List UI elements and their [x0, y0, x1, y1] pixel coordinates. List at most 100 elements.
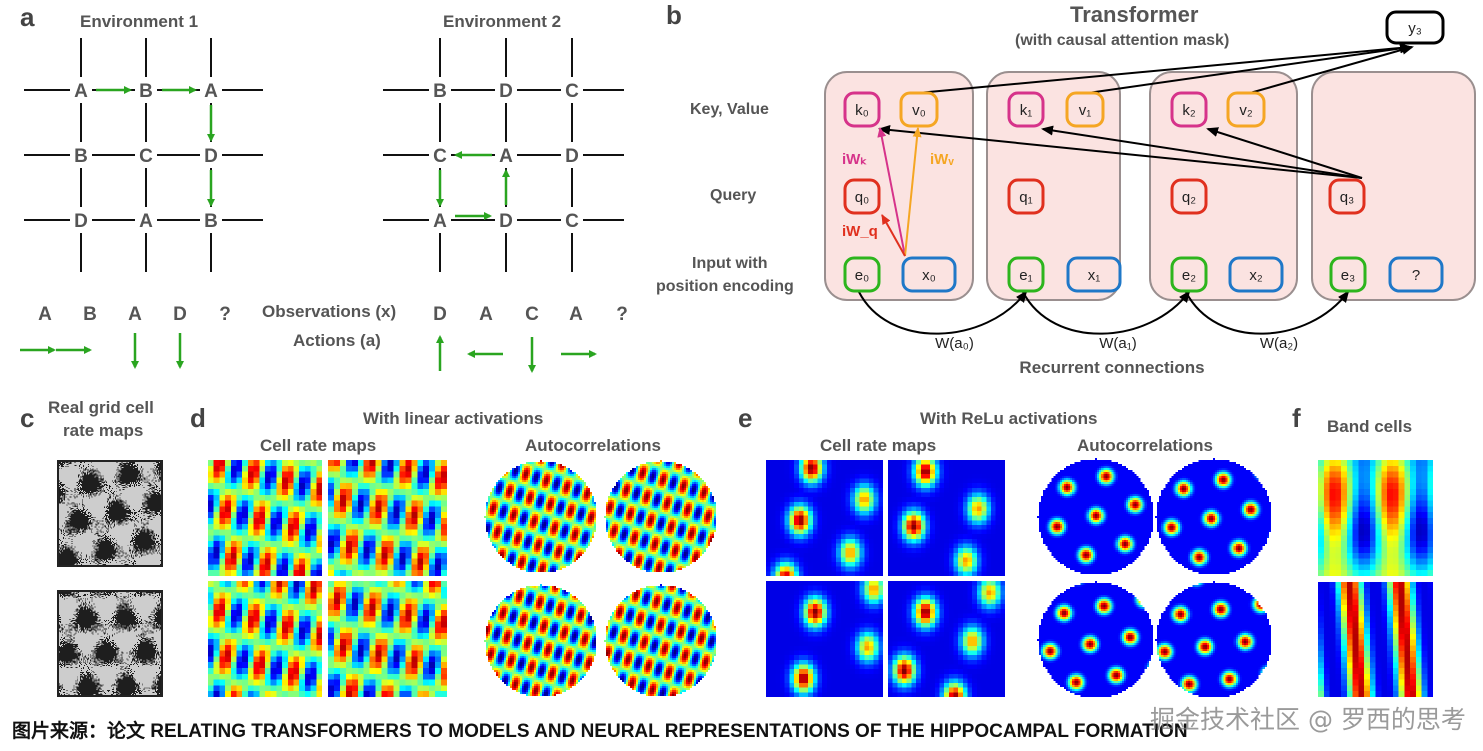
watermark: 掘金技术社区 @ 罗西的思考 [1150, 705, 1466, 734]
encoding-2-label: e₂ [1182, 267, 1196, 284]
input-2-box [1228, 256, 1284, 293]
grid-node-label: C [565, 81, 579, 102]
grid-node-label: C [565, 211, 579, 232]
node-background [495, 207, 517, 233]
encoding-0-box [843, 256, 881, 293]
node-background [70, 77, 92, 103]
grid-node-label: D [565, 146, 579, 167]
recurrent-connections-label: Recurrent connections [1019, 358, 1204, 377]
panel-e-rate-maps-title: Cell rate maps [820, 436, 937, 455]
input-0-label: x₀ [922, 267, 936, 284]
grid-node-label: B [433, 81, 447, 102]
node-background [495, 142, 517, 168]
query-1-box [1007, 178, 1045, 215]
panel-d-autocorr-title: Autocorrelations [525, 436, 662, 455]
recurrent-connection-0 [858, 290, 1028, 335]
attention-arrow-q3-k2 [1206, 127, 1363, 179]
linear-autocorrelation-3 [484, 584, 596, 696]
attention-arrow-q3-k0 [878, 125, 1363, 179]
env2-grid: B D C C A D A D C [383, 38, 624, 272]
projection-arrow-key [877, 127, 906, 257]
node-background [561, 207, 583, 233]
observation-label: A [569, 304, 583, 325]
panel-d-title: With linear activations [363, 409, 544, 428]
recurrent-connection-2 [1185, 290, 1350, 335]
transformer-subtitle: (with causal attention mask) [1015, 32, 1230, 49]
linear-rate-map-2 [328, 460, 447, 576]
observation-label: D [433, 304, 447, 325]
timestep-column-1 [986, 71, 1121, 301]
row-label-position-encoding: position encoding [656, 278, 794, 295]
weight-label-value: iWᵥ [930, 151, 954, 168]
recurrent-connection-1 [1022, 290, 1191, 335]
value-2-box [1226, 91, 1266, 128]
action-sequences: A B A D? D A C A? [20, 304, 628, 373]
row-label-query: Query [710, 187, 757, 204]
output-box [1385, 10, 1445, 45]
observations-label: Observations (x) [262, 302, 397, 321]
projection-arrow-query [881, 214, 906, 257]
value-0-box [899, 91, 939, 128]
node-background [561, 77, 583, 103]
node-background [200, 207, 222, 233]
panel-f-label: f [1292, 403, 1301, 433]
row-label-key-value: Key, Value [690, 101, 769, 118]
panel-d-label: d [190, 403, 206, 433]
key-2-label: k₂ [1182, 102, 1196, 119]
grid-node-label: A [139, 211, 153, 232]
output-label: y₃ [1408, 20, 1422, 37]
panel-d-rate-maps-title: Cell rate maps [260, 436, 377, 455]
observation-label: C [525, 304, 539, 325]
encoding-0-label: e₀ [855, 267, 870, 284]
input-3-box [1388, 256, 1444, 293]
relu-autocorrelation-4 [1155, 581, 1271, 697]
node-background [429, 207, 451, 233]
panel-c-title-1: Real grid cell [48, 398, 154, 417]
input-1-box [1066, 256, 1122, 293]
linear-rate-map-3 [208, 581, 322, 697]
panel-e-autocorr-title: Autocorrelations [1077, 436, 1214, 455]
env1-grid: A B A B C D D A B [24, 38, 263, 272]
transformer-title: Transformer [1070, 2, 1199, 27]
input-3-label: ? [1412, 267, 1420, 284]
query-3-label: q₃ [1340, 189, 1354, 206]
panel-e-label: e [738, 403, 753, 433]
query-0-box [843, 178, 881, 215]
query-2-box [1170, 178, 1208, 215]
relu-rate-map-1 [766, 460, 883, 576]
grid-node-label: B [139, 81, 153, 102]
attention-arrow-q3-k1 [1041, 125, 1363, 179]
observation-label: B [83, 304, 97, 325]
weight-label-key: iWₖ [842, 151, 867, 168]
panel-f-title: Band cells [1327, 417, 1413, 436]
value-1-box [1065, 91, 1105, 128]
value-0-label: v₀ [912, 102, 926, 119]
real-grid-cell-map-1 [57, 460, 163, 567]
timestep-column-3 [1311, 71, 1476, 301]
relu-autocorrelation-1 [1037, 458, 1153, 574]
attention-arrow-v0-y3 [917, 42, 1412, 94]
key-0-box [843, 91, 881, 128]
encoding-1-label: e₁ [1019, 267, 1032, 284]
encoding-1-box [1007, 256, 1045, 293]
recurrent-weight-label: W(a₀) [935, 335, 974, 352]
linear-autocorrelation-4 [604, 584, 716, 696]
transformer-diagram: iWₖ iWᵥ iW_q W(a₀) W(a₁) W(a₂) Recurrent conne… [824, 10, 1476, 377]
grid-node-label: D [204, 146, 218, 167]
encoding-2-box [1170, 256, 1208, 293]
node-background [200, 142, 222, 168]
grid-node-label: A [433, 211, 447, 232]
recurrent-weight-label: W(a₂) [1260, 335, 1298, 352]
panel-c-label: c [20, 403, 35, 433]
grid-node-label: D [74, 211, 88, 232]
observation-label: A [38, 304, 52, 325]
observation-label: D [173, 304, 187, 325]
recurrent-weight-label: W(a₁) [1099, 335, 1137, 352]
input-2-label: x₂ [1249, 267, 1263, 284]
query-0-label: q₀ [855, 189, 870, 206]
query-1-label: q₁ [1019, 189, 1032, 206]
grid-node-label: A [74, 81, 88, 102]
observation-label: ? [219, 304, 231, 325]
attention-arrow-v1-y3 [1087, 43, 1412, 94]
node-background [70, 142, 92, 168]
